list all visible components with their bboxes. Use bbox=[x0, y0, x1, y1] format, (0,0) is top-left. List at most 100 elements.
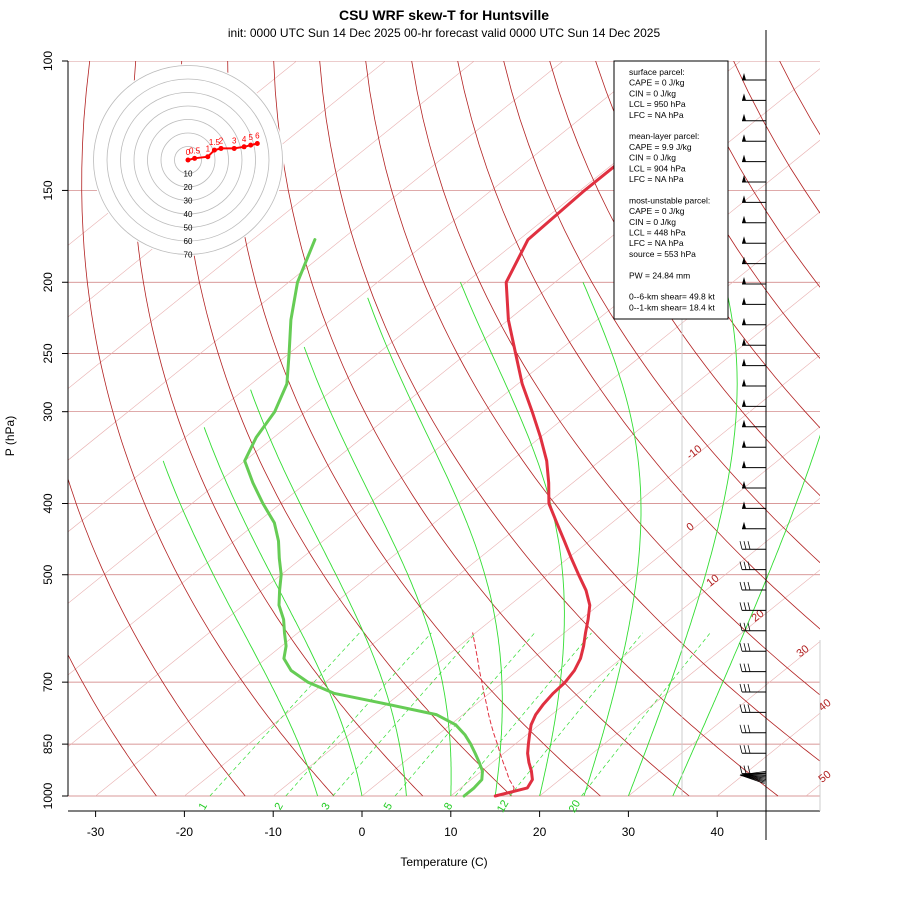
chart-title: CSU WRF skew-T for Huntsville bbox=[339, 7, 549, 23]
hodograph-point bbox=[241, 144, 247, 150]
dry-adiabat bbox=[68, 653, 157, 797]
wind-barb-flag bbox=[742, 481, 746, 488]
wind-barb-feather bbox=[739, 602, 743, 611]
dry-adiabat bbox=[68, 477, 246, 797]
isotherm-label: 40 bbox=[816, 697, 833, 714]
wind-barb-flag bbox=[742, 521, 746, 529]
isotherm-line bbox=[95, 211, 820, 797]
stats-line: LCL = 448 hPa bbox=[629, 228, 686, 238]
mixing-ratio-lines bbox=[209, 632, 711, 797]
stats-line: CIN = 0 J/kg bbox=[629, 153, 676, 163]
x-tick-label: 40 bbox=[711, 825, 725, 839]
moist-adiabat bbox=[162, 460, 319, 797]
dry-adiabat bbox=[503, 61, 820, 564]
dry-adiabat bbox=[365, 61, 820, 762]
isotherm-line bbox=[68, 61, 564, 461]
moist-adiabat bbox=[627, 282, 738, 797]
wind-barb-flag bbox=[742, 358, 746, 366]
hodograph-height-label: 4 bbox=[242, 135, 247, 144]
x-tick-label: 0 bbox=[359, 825, 366, 839]
hodograph-ring bbox=[106, 78, 270, 242]
wind-barb-feather bbox=[739, 724, 743, 733]
x-tick-label: -20 bbox=[176, 825, 194, 839]
wind-barb-flag bbox=[742, 317, 746, 325]
stats-line: CAPE = 0 J/kg bbox=[629, 206, 685, 216]
wind-barb-feather bbox=[747, 765, 751, 774]
hodograph-ring-label: 30 bbox=[184, 197, 193, 206]
wind-barb bbox=[739, 774, 765, 784]
hodograph-ring bbox=[120, 92, 256, 228]
dry-adiabat bbox=[227, 61, 601, 797]
stats-line: 0--6-km shear= 49.8 kt bbox=[629, 292, 715, 302]
wind-barb-flag bbox=[742, 460, 746, 468]
hodograph-ring-label: 50 bbox=[184, 224, 193, 233]
wind-barb-feather bbox=[743, 622, 747, 631]
isotherm-label: -10 bbox=[684, 443, 704, 462]
wind-barb-feather bbox=[747, 704, 751, 713]
dry-adiabat bbox=[273, 61, 690, 797]
hodograph-ring bbox=[133, 105, 243, 215]
hodograph-ring bbox=[147, 119, 229, 201]
wind-barb-feather bbox=[747, 541, 751, 550]
isotherm-label: 10 bbox=[704, 572, 721, 589]
wind-barb-flag bbox=[742, 419, 746, 427]
dry-adiabat bbox=[779, 61, 820, 136]
mixing-ratio-label: 3 bbox=[319, 801, 332, 812]
wind-barb-feather bbox=[743, 704, 747, 713]
wind-barb-feather bbox=[747, 622, 751, 631]
x-axis-ticks: -30 -20 -10 0 10 20 30 40 bbox=[87, 811, 724, 839]
wind-barb-feather bbox=[747, 745, 751, 754]
wind-barb-feather bbox=[739, 704, 743, 713]
x-tick-label: -10 bbox=[265, 825, 283, 839]
hodograph-ring bbox=[174, 146, 202, 174]
wind-barb-flag bbox=[742, 440, 746, 448]
wind-barb-feather bbox=[747, 683, 751, 693]
mixing-ratio-line bbox=[209, 632, 360, 797]
mixing-ratio-line bbox=[509, 632, 644, 797]
y-tick-label: 500 bbox=[41, 564, 55, 584]
wind-barb-flag bbox=[742, 277, 746, 284]
mixing-ratio-line bbox=[285, 632, 432, 797]
moist-adiabat bbox=[367, 297, 503, 797]
dry-adiabat bbox=[457, 61, 820, 630]
wind-barb-feather bbox=[743, 765, 747, 774]
dry-adiabat bbox=[319, 61, 779, 797]
moist-adiabat-lines bbox=[162, 282, 820, 797]
y-tick-label: 200 bbox=[41, 272, 55, 292]
y-tick-label: 700 bbox=[41, 672, 55, 692]
hodograph-height-label: 0.5 bbox=[189, 146, 201, 155]
wind-barb-feather bbox=[739, 683, 743, 693]
wind-barb-flag bbox=[742, 113, 746, 121]
wind-barb-flag bbox=[742, 256, 746, 264]
mixing-ratio-label: 12 bbox=[495, 798, 512, 815]
isotherm-line bbox=[184, 283, 820, 797]
isotherm-line bbox=[68, 61, 652, 533]
wind-barb-feather bbox=[747, 581, 751, 591]
wind-barb-feather bbox=[739, 765, 743, 774]
stats-line: most-unstable parcel: bbox=[629, 195, 710, 205]
dry-adiabat bbox=[595, 61, 820, 429]
hodograph-point bbox=[185, 157, 191, 163]
wind-barb-flag bbox=[742, 338, 746, 346]
wind-barb-flag bbox=[742, 73, 746, 80]
stats-line: source = 553 hPa bbox=[629, 249, 696, 259]
y-tick-label: 100 bbox=[41, 51, 55, 71]
stats-line: LFC = NA hPa bbox=[629, 174, 684, 184]
wind-barb-flag bbox=[742, 501, 746, 509]
wind-barb-flag bbox=[742, 297, 746, 305]
stats-line: CIN = 0 J/kg bbox=[629, 88, 676, 98]
mixing-ratio-line bbox=[332, 632, 477, 797]
wind-barb-feather bbox=[743, 602, 747, 611]
wind-barb-feather bbox=[743, 561, 747, 570]
x-tick-label: 30 bbox=[622, 825, 636, 839]
dewpoint-profile bbox=[243, 238, 484, 798]
y-axis-ticks: 100 150 200 250 300 400 500 700 850 1000 bbox=[41, 51, 68, 809]
moist-adiabat bbox=[203, 427, 363, 797]
mixing-ratio-line bbox=[455, 632, 592, 797]
x-tick-label: 10 bbox=[444, 825, 458, 839]
isobar-lines bbox=[68, 61, 820, 797]
isotherm-line bbox=[450, 497, 820, 797]
moist-adiabat bbox=[582, 282, 642, 797]
wind-barb-flag bbox=[742, 93, 746, 101]
